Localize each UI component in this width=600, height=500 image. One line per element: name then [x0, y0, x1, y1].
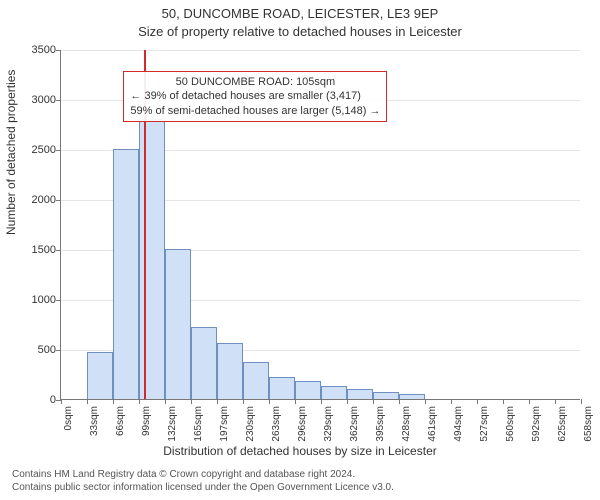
- x-tick-label: 230sqm: [245, 406, 256, 442]
- histogram-bar: [113, 149, 139, 399]
- x-tick-mark: [87, 399, 88, 404]
- x-tick-label: 296sqm: [297, 406, 308, 442]
- title-address: 50, DUNCOMBE ROAD, LEICESTER, LE3 9EP: [0, 6, 600, 21]
- x-tick-mark: [425, 399, 426, 404]
- x-tick-mark: [477, 399, 478, 404]
- copyright-line-2: Contains public sector information licen…: [12, 482, 394, 495]
- x-tick-label: 99sqm: [141, 406, 152, 436]
- x-tick-mark: [451, 399, 452, 404]
- x-tick-label: 494sqm: [453, 406, 464, 442]
- x-axis-label: Distribution of detached houses by size …: [0, 444, 600, 458]
- histogram-bar: [217, 343, 243, 399]
- histogram-bar: [165, 249, 191, 399]
- histogram-bar: [243, 362, 269, 399]
- x-tick-label: 263sqm: [271, 406, 282, 442]
- x-tick-label: 197sqm: [219, 406, 230, 442]
- x-tick-mark: [113, 399, 114, 404]
- x-tick-mark: [347, 399, 348, 404]
- histogram-bar: [399, 394, 425, 399]
- y-tick-label: 2000: [6, 194, 56, 206]
- annotation-box: 50 DUNCOMBE ROAD: 105sqm← 39% of detache…: [123, 71, 387, 122]
- x-tick-mark: [191, 399, 192, 404]
- histogram-bar: [139, 119, 165, 399]
- x-tick-label: 658sqm: [583, 406, 594, 442]
- x-tick-mark: [165, 399, 166, 404]
- x-tick-label: 461sqm: [427, 406, 438, 442]
- plot-area: 50 DUNCOMBE ROAD: 105sqm← 39% of detache…: [60, 50, 580, 400]
- histogram-bar: [269, 377, 295, 399]
- annotation-line: 50 DUNCOMBE ROAD: 105sqm: [130, 75, 380, 89]
- x-tick-label: 560sqm: [505, 406, 516, 442]
- x-tick-label: 0sqm: [63, 406, 74, 430]
- y-tick-label: 1000: [6, 294, 56, 306]
- x-tick-label: 66sqm: [115, 406, 126, 436]
- x-tick-mark: [399, 399, 400, 404]
- x-tick-mark: [503, 399, 504, 404]
- x-tick-label: 428sqm: [401, 406, 412, 442]
- histogram-bar: [373, 392, 399, 399]
- x-tick-label: 395sqm: [375, 406, 386, 442]
- x-tick-mark: [529, 399, 530, 404]
- y-tick-label: 500: [6, 344, 56, 356]
- x-tick-mark: [321, 399, 322, 404]
- histogram-bar: [87, 352, 113, 399]
- x-tick-label: 132sqm: [167, 406, 178, 442]
- x-tick-label: 592sqm: [531, 406, 542, 442]
- x-tick-mark: [217, 399, 218, 404]
- chart-container: 50, DUNCOMBE ROAD, LEICESTER, LE3 9EP Si…: [0, 0, 600, 500]
- x-tick-label: 33sqm: [89, 406, 100, 436]
- x-tick-label: 165sqm: [193, 406, 204, 442]
- y-tick-label: 1500: [6, 244, 56, 256]
- x-tick-mark: [555, 399, 556, 404]
- histogram-bar: [321, 386, 347, 399]
- histogram-bar: [295, 381, 321, 399]
- copyright-footer: Contains HM Land Registry data © Crown c…: [12, 469, 394, 494]
- annotation-line: ← 39% of detached houses are smaller (3,…: [130, 89, 380, 103]
- x-tick-mark: [61, 399, 62, 404]
- x-tick-mark: [373, 399, 374, 404]
- x-tick-mark: [243, 399, 244, 404]
- histogram-bar: [347, 389, 373, 399]
- x-tick-label: 527sqm: [479, 406, 490, 442]
- title-subtitle: Size of property relative to detached ho…: [0, 24, 600, 39]
- x-tick-label: 625sqm: [557, 406, 568, 442]
- y-tick-label: 3000: [6, 94, 56, 106]
- x-tick-mark: [139, 399, 140, 404]
- copyright-line-1: Contains HM Land Registry data © Crown c…: [12, 469, 394, 482]
- x-tick-mark: [295, 399, 296, 404]
- y-tick-label: 3500: [6, 44, 56, 56]
- x-tick-label: 329sqm: [323, 406, 334, 442]
- annotation-line: 59% of semi-detached houses are larger (…: [130, 104, 380, 118]
- x-tick-mark: [581, 399, 582, 404]
- y-tick-label: 0: [6, 394, 56, 406]
- x-tick-mark: [269, 399, 270, 404]
- histogram-bar: [191, 327, 217, 399]
- y-tick-label: 2500: [6, 144, 56, 156]
- x-tick-label: 362sqm: [349, 406, 360, 442]
